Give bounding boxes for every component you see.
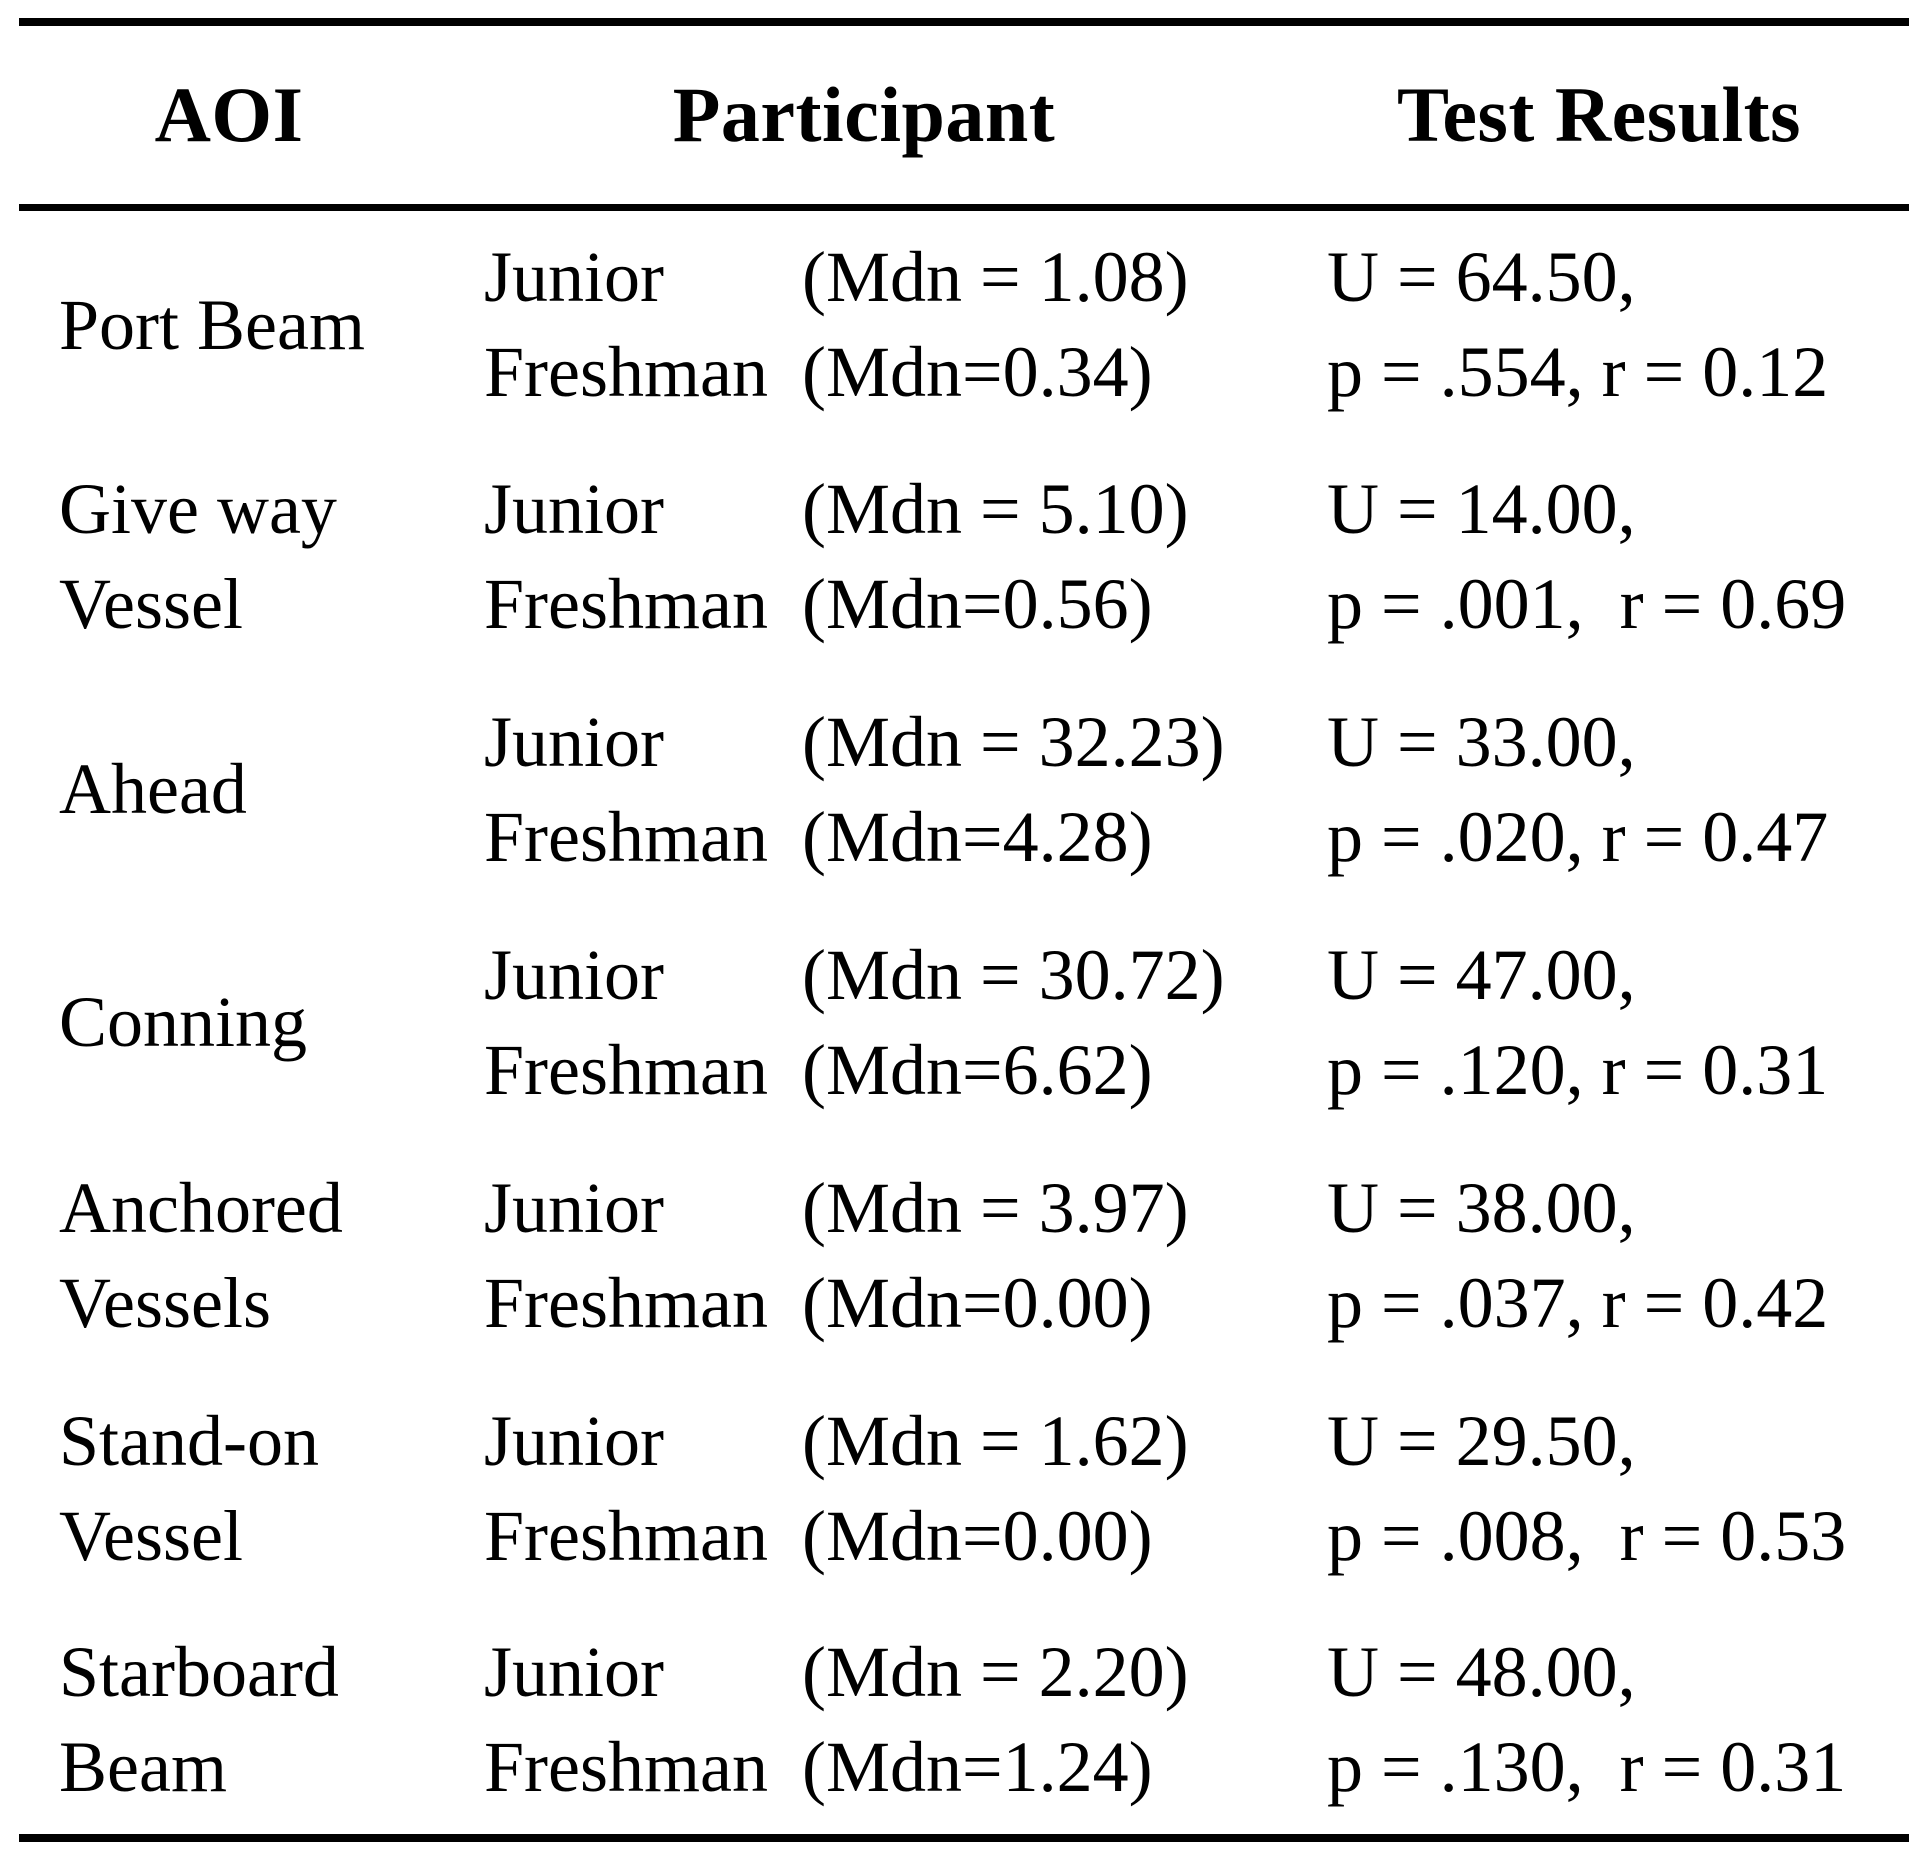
participant-cell: Junior (Mdn = 5.10) Freshman (Mdn=0.56) (439, 440, 1289, 673)
participant-mdn: (Mdn=0.00) (802, 1495, 1153, 1576)
participant-mdn: (Mdn = 1.62) (802, 1400, 1189, 1481)
table-row: Ahead Junior (Mdn = 32.23) Freshman (Mdn=4… (19, 673, 1909, 906)
participant-cell: Junior (Mdn = 1.08) Freshman (Mdn=0.34) (439, 207, 1289, 440)
table-row: Port Beam Junior (Mdn = 1.08) Freshman (Md… (19, 207, 1909, 440)
aoi-cell: Starboard Beam (59, 1631, 339, 1807)
participant-mdn: (Mdn=0.56) (802, 563, 1153, 644)
participant-mdn: (Mdn=6.62) (802, 1029, 1153, 1110)
participant-name: Freshman (484, 563, 768, 644)
participant-mdn: (Mdn=1.24) (802, 1726, 1153, 1807)
participant-line: Junior (Mdn = 5.10) (484, 462, 1289, 557)
aoi-cell: Ahead (59, 749, 247, 829)
test-result-line: p = .130, r = 0.31 (1327, 1726, 1847, 1807)
test-result-line: p = .554, r = 0.12 (1327, 332, 1829, 413)
participant-cell: Junior (Mdn = 30.72) Freshman (Mdn=6.62) (439, 906, 1289, 1139)
test-results-cell: U = 14.00, p = .001, r = 0.69 (1289, 440, 1909, 673)
test-results-cell: U = 47.00, p = .120, r = 0.31 (1289, 906, 1909, 1139)
test-result-line: p = .037, r = 0.42 (1327, 1262, 1829, 1343)
participant-name: Freshman (484, 1262, 768, 1343)
col-header-participant: Participant (439, 22, 1289, 211)
results-table: AOI Participant Test Results Port Beam J… (19, 18, 1909, 1842)
header-row: AOI Participant Test Results (19, 22, 1909, 211)
aoi-cell: Anchored Vessels (59, 1167, 343, 1343)
participant-mdn: (Mdn=4.28) (802, 796, 1153, 877)
participant-name: Freshman (484, 332, 768, 413)
participant-mdn: (Mdn=0.00) (802, 1262, 1153, 1343)
aoi-cell: Give way Vessel (59, 468, 337, 644)
table-row: Give way Vessel Junior (Mdn = 5.10) Fresh… (19, 440, 1909, 673)
participant-name: Junior (484, 934, 664, 1015)
participant-mdn: (Mdn = 5.10) (802, 468, 1189, 549)
test-result-line: U = 33.00, (1327, 701, 1636, 782)
table-row: Stand-on Vessel Junior (Mdn = 1.62) Fresh… (19, 1372, 1909, 1605)
aoi-cell: Port Beam (59, 284, 365, 365)
test-result-line: p = .001, r = 0.69 (1327, 563, 1847, 644)
test-result-line: U = 47.00, (1327, 934, 1636, 1015)
participant-name: Junior (484, 468, 664, 549)
test-result-line: p = .008, r = 0.53 (1327, 1495, 1847, 1576)
participant-mdn: (Mdn = 32.23) (802, 701, 1225, 782)
participant-cell: Junior (Mdn = 2.20) Freshman (Mdn=1.24) (439, 1605, 1289, 1838)
participant-line: Freshman (Mdn=0.56) (484, 557, 1289, 652)
test-result-line: p = .120, r = 0.31 (1327, 1029, 1829, 1110)
participant-name: Freshman (484, 796, 768, 877)
aoi-cell: Conning (59, 982, 308, 1062)
col-header-aoi: AOI (19, 22, 439, 211)
participant-line: Freshman (Mdn=0.00) (484, 1256, 1289, 1351)
participant-line: Junior (Mdn = 1.62) (484, 1394, 1289, 1489)
test-results-cell: U = 29.50, p = .008, r = 0.53 (1289, 1372, 1909, 1605)
col-header-test-results: Test Results (1289, 22, 1909, 211)
test-result-line: U = 48.00, (1327, 1631, 1636, 1712)
participant-mdn: (Mdn = 2.20) (802, 1631, 1189, 1712)
participant-line: Freshman (Mdn=1.24) (484, 1720, 1289, 1815)
test-result-line: U = 38.00, (1327, 1167, 1636, 1248)
participant-name: Junior (484, 237, 664, 318)
test-result-line: U = 29.50, (1327, 1400, 1636, 1481)
participant-line: Junior (Mdn = 2.20) (484, 1625, 1289, 1720)
aoi-cell: Stand-on Vessel (59, 1400, 319, 1576)
test-result-line: U = 64.50, (1327, 237, 1636, 318)
participant-cell: Junior (Mdn = 32.23) Freshman (Mdn=4.28) (439, 673, 1289, 906)
participant-line: Freshman (Mdn=4.28) (484, 790, 1289, 885)
test-result-line: p = .020, r = 0.47 (1327, 796, 1829, 877)
participant-cell: Junior (Mdn = 3.97) Freshman (Mdn=0.00) (439, 1139, 1289, 1372)
table-row: Anchored Vessels Junior (Mdn = 3.97) Fres… (19, 1139, 1909, 1372)
participant-name: Junior (484, 1400, 664, 1481)
test-result-line: U = 14.00, (1327, 468, 1636, 549)
participant-mdn: (Mdn=0.34) (802, 332, 1153, 413)
participant-name: Freshman (484, 1029, 768, 1110)
participant-line: Junior (Mdn = 1.08) (484, 230, 1289, 325)
participant-mdn: (Mdn = 30.72) (802, 934, 1225, 1015)
participant-name: Junior (484, 701, 664, 782)
participant-name: Freshman (484, 1726, 768, 1807)
participant-name: Junior (484, 1167, 664, 1248)
test-results-cell: U = 33.00, p = .020, r = 0.47 (1289, 673, 1909, 906)
participant-name: Freshman (484, 1495, 768, 1576)
participant-name: Junior (484, 1631, 664, 1712)
test-results-cell: U = 64.50, p = .554, r = 0.12 (1289, 207, 1909, 440)
participant-mdn: (Mdn = 1.08) (802, 237, 1189, 318)
table-row: Starboard Beam Junior (Mdn = 2.20) Freshm… (19, 1605, 1909, 1838)
participant-line: Freshman (Mdn=0.00) (484, 1489, 1289, 1584)
participant-line: Freshman (Mdn=0.34) (484, 325, 1289, 420)
participant-line: Junior (Mdn = 3.97) (484, 1161, 1289, 1256)
test-results-cell: U = 48.00, p = .130, r = 0.31 (1289, 1605, 1909, 1838)
test-results-cell: U = 38.00, p = .037, r = 0.42 (1289, 1139, 1909, 1372)
participant-cell: Junior (Mdn = 1.62) Freshman (Mdn=0.00) (439, 1372, 1289, 1605)
participant-mdn: (Mdn = 3.97) (802, 1167, 1189, 1248)
table-row: Conning Junior (Mdn = 30.72) Freshman (Mdn… (19, 906, 1909, 1139)
participant-line: Freshman (Mdn=6.62) (484, 1023, 1289, 1118)
participant-line: Junior (Mdn = 30.72) (484, 928, 1289, 1023)
participant-line: Junior (Mdn = 32.23) (484, 695, 1289, 790)
